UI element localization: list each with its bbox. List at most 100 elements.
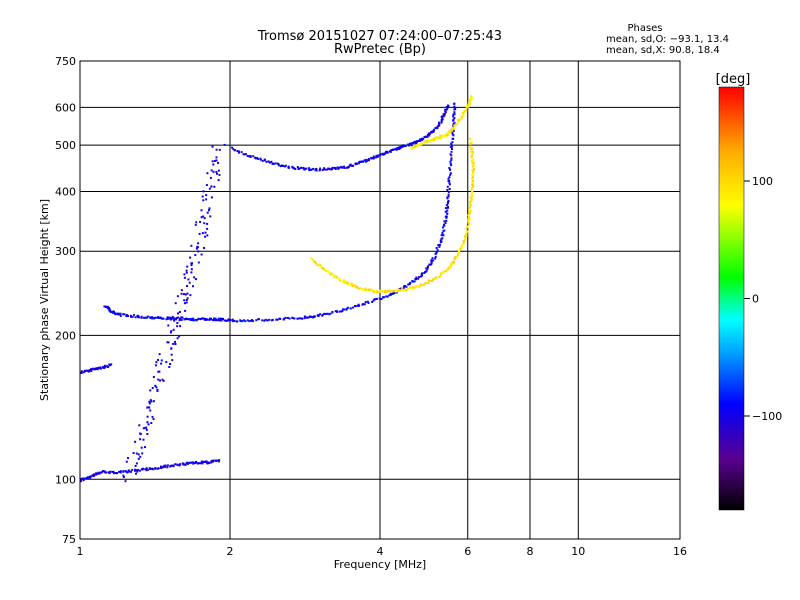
colorbar-tick-label: −100 <box>752 410 782 423</box>
echo-point <box>95 472 98 475</box>
echo-point <box>439 135 442 137</box>
echo-point <box>154 364 157 367</box>
echo-point <box>203 318 206 321</box>
echo-point <box>131 315 134 318</box>
echo-point <box>136 470 139 473</box>
echo-point <box>139 455 142 458</box>
echo-point <box>321 313 324 316</box>
echo-point <box>448 179 451 182</box>
echo-point <box>400 288 403 291</box>
echo-point <box>203 247 205 249</box>
echo-point <box>449 160 452 163</box>
echo-point <box>194 254 197 256</box>
echo-point <box>451 145 453 148</box>
echo-point <box>156 388 159 391</box>
echo-point <box>407 287 410 290</box>
echo-point <box>134 464 137 467</box>
echo-point <box>286 316 289 319</box>
stats-line-o: mean, sd,O: −93.1, 13.4 <box>606 34 729 45</box>
echo-point <box>446 209 449 212</box>
echo-point <box>229 319 232 322</box>
echo-point <box>415 284 418 287</box>
echo-point <box>97 472 100 475</box>
echo-point <box>248 320 251 323</box>
echo-point <box>184 293 187 296</box>
echo-point <box>457 254 459 257</box>
echo-point <box>460 117 463 120</box>
y-tick-labels: 75 100 200 300 400 500 600 750 <box>55 55 76 546</box>
echo-point <box>470 95 472 97</box>
echo-point <box>177 312 179 315</box>
echo-point <box>291 316 294 319</box>
echo-point <box>145 467 148 470</box>
echo-point <box>451 127 454 130</box>
echo-point <box>460 115 463 118</box>
echo-point <box>446 107 449 110</box>
echo-point <box>463 110 466 113</box>
echo-point <box>228 318 231 321</box>
echo-point <box>325 269 327 272</box>
echo-point <box>445 134 448 137</box>
echo-point <box>434 127 437 130</box>
echo-point <box>154 467 157 470</box>
echo-point <box>189 256 192 259</box>
echo-point <box>185 271 188 274</box>
echo-point <box>116 472 119 475</box>
echo-point <box>347 283 350 286</box>
echo-point <box>471 173 474 176</box>
echo-point <box>172 465 175 468</box>
echo-point <box>471 152 474 155</box>
y-tick-label: 100 <box>55 473 76 486</box>
echo-point <box>137 315 140 317</box>
echo-point <box>355 162 358 165</box>
echo-point <box>468 207 471 209</box>
echo-point <box>431 279 434 282</box>
echo-point <box>397 290 400 293</box>
echo-point <box>445 216 448 219</box>
echo-point <box>102 470 104 472</box>
echo-point <box>204 235 207 238</box>
echo-point <box>383 296 386 299</box>
echo-point <box>299 167 302 170</box>
echo-point <box>183 299 186 302</box>
echo-point <box>452 129 455 132</box>
echo-point <box>166 466 169 469</box>
echo-point <box>334 275 337 278</box>
echo-point <box>440 272 443 275</box>
echo-point <box>426 267 429 270</box>
echo-point <box>206 172 209 175</box>
echo-point <box>231 320 234 323</box>
echo-point <box>165 361 168 363</box>
echo-point <box>119 314 122 317</box>
echo-point <box>217 319 220 322</box>
echo-point <box>172 342 175 345</box>
echo-point <box>195 319 198 322</box>
echo-point <box>441 118 444 121</box>
echo-point <box>180 289 183 292</box>
echo-point <box>461 244 463 247</box>
echo-point <box>183 273 186 276</box>
echo-point <box>445 270 448 273</box>
echo-point <box>108 472 111 475</box>
echo-point <box>185 299 188 301</box>
echo-point <box>164 465 167 468</box>
echo-point <box>367 158 370 160</box>
colorbar-tick-label: 100 <box>752 175 773 188</box>
echo-point <box>99 367 102 370</box>
echo-point <box>118 313 121 316</box>
echo-point <box>210 196 213 199</box>
echo-point <box>214 159 216 162</box>
echo-point <box>471 194 474 197</box>
echo-point <box>351 283 354 286</box>
echo-point <box>333 276 336 279</box>
echo-point <box>205 184 208 186</box>
echo-point <box>372 157 375 160</box>
echo-point <box>445 106 448 108</box>
echo-point <box>115 472 117 474</box>
echo-point <box>343 167 346 169</box>
echo-point <box>472 162 475 165</box>
echo-point <box>312 167 315 170</box>
echo-point <box>331 310 334 313</box>
echo-point <box>127 314 129 317</box>
echo-point <box>448 167 451 169</box>
